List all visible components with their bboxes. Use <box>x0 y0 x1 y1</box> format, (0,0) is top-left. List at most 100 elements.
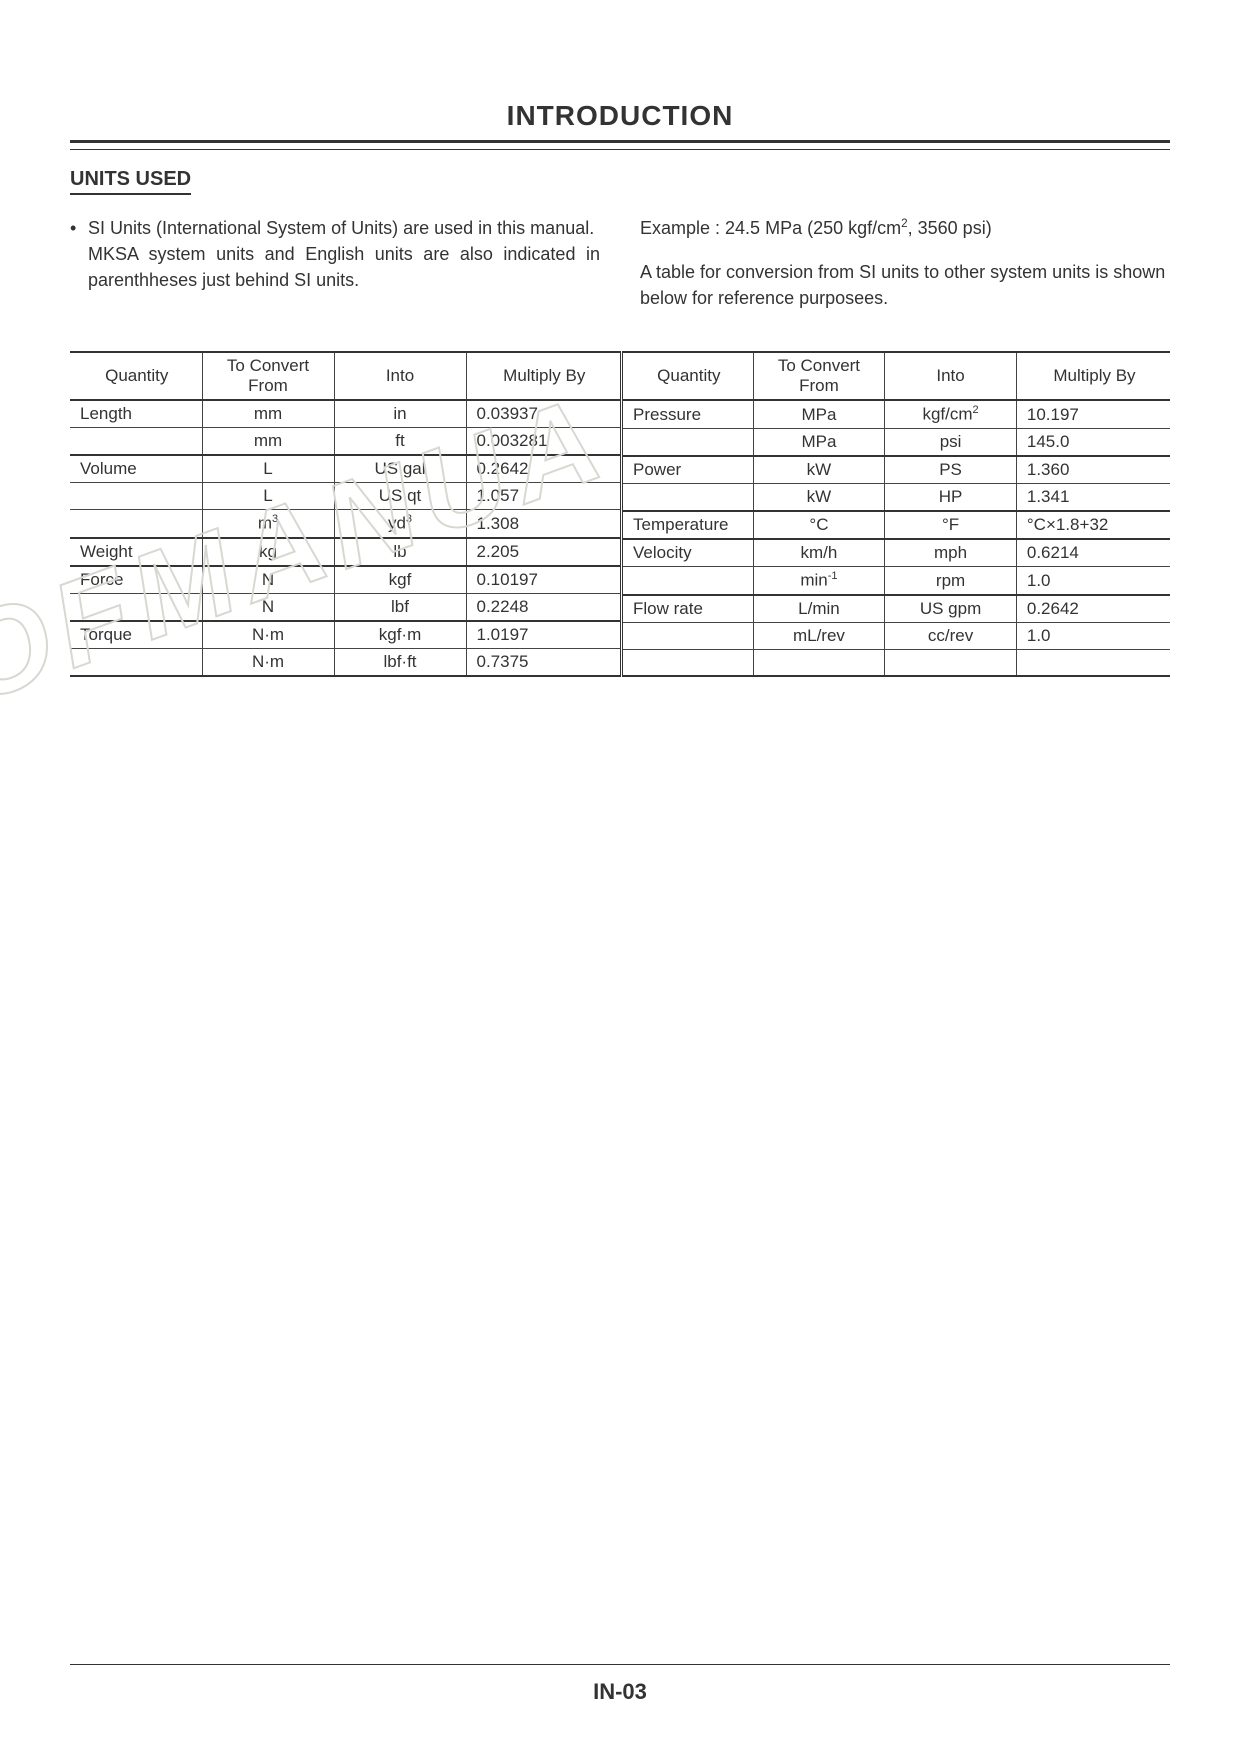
header-quantity: Quantity <box>70 352 202 400</box>
cell-multiply <box>1016 650 1170 676</box>
table-row: N·mlbf·ft0.7375 <box>70 648 620 676</box>
cell-from: L <box>202 455 334 483</box>
cell-from: N·m <box>202 648 334 676</box>
cell-quantity: Power <box>622 456 754 484</box>
cell-quantity: Force <box>70 566 202 594</box>
cell-into: cc/rev <box>885 623 1017 650</box>
cell-into: mph <box>885 539 1017 567</box>
table-row: m3yd31.308 <box>70 510 620 538</box>
cell-multiply: 0.2248 <box>466 593 620 621</box>
cell-multiply: 145.0 <box>1016 429 1170 457</box>
intro-columns: • SI Units (International System of Unit… <box>70 215 1170 311</box>
cell-multiply: 0.003281 <box>466 428 620 456</box>
cell-multiply: °C×1.8+32 <box>1016 511 1170 539</box>
cell-quantity <box>622 623 754 650</box>
cell-into: PS <box>885 456 1017 484</box>
cell-multiply: 1.057 <box>466 483 620 510</box>
cell-multiply: 10.197 <box>1016 400 1170 428</box>
intro-right-p2: A table for conversion from SI units to … <box>640 259 1170 311</box>
cell-quantity <box>622 567 754 595</box>
header-quantity: Quantity <box>622 352 754 400</box>
table-row: min-1rpm1.0 <box>622 567 1171 595</box>
cell-from: MPa <box>753 429 885 457</box>
cell-from: mm <box>202 428 334 456</box>
cell-into: kgf/cm2 <box>885 400 1017 428</box>
table-row <box>622 650 1171 676</box>
page-footer: IN-03 <box>70 1664 1170 1705</box>
cell-multiply: 1.308 <box>466 510 620 538</box>
cell-multiply: 0.6214 <box>1016 539 1170 567</box>
cell-into: lb <box>334 538 466 566</box>
header-from: To Convert From <box>753 352 885 400</box>
cell-quantity <box>70 593 202 621</box>
cell-multiply: 0.7375 <box>466 648 620 676</box>
cell-multiply: 1.360 <box>1016 456 1170 484</box>
table-row: PowerkWPS1.360 <box>622 456 1171 484</box>
cell-quantity <box>622 650 754 676</box>
cell-into <box>885 650 1017 676</box>
table-row: mmft0.003281 <box>70 428 620 456</box>
header-into: Into <box>334 352 466 400</box>
table-row: PressureMPakgf/cm210.197 <box>622 400 1171 428</box>
intro-right-column: Example : 24.5 MPa (250 kgf/cm2, 3560 ps… <box>640 215 1170 311</box>
cell-multiply: 0.03937 <box>466 400 620 428</box>
cell-quantity: Volume <box>70 455 202 483</box>
intro-p1: SI Units (International System of Units)… <box>88 215 600 241</box>
cell-multiply: 1.0 <box>1016 623 1170 650</box>
cell-from: MPa <box>753 400 885 428</box>
cell-from: kW <box>753 484 885 512</box>
table-row: Velocitykm/hmph0.6214 <box>622 539 1171 567</box>
section-heading: UNITS USED <box>70 168 191 195</box>
cell-into: lbf·ft <box>334 648 466 676</box>
cell-quantity: Length <box>70 400 202 428</box>
cell-quantity <box>622 429 754 457</box>
page-number: IN-03 <box>70 1679 1170 1705</box>
cell-quantity: Temperature <box>622 511 754 539</box>
table-row: LUS qt1.057 <box>70 483 620 510</box>
table-row: Nlbf0.2248 <box>70 593 620 621</box>
example-prefix: Example : 24.5 MPa (250 kgf/cm <box>640 218 901 238</box>
table-header-row: Quantity To Convert From Into Multiply B… <box>70 352 620 400</box>
table-row: Lengthmmin0.03937 <box>70 400 620 428</box>
cell-quantity <box>70 428 202 456</box>
cell-multiply: 1.0197 <box>466 621 620 649</box>
cell-multiply: 0.2642 <box>1016 595 1170 623</box>
cell-into: US qt <box>334 483 466 510</box>
title-underline <box>70 149 1170 150</box>
cell-from: L/min <box>753 595 885 623</box>
cell-from: mm <box>202 400 334 428</box>
table-header-row: Quantity To Convert From Into Multiply B… <box>622 352 1171 400</box>
cell-into: kgf <box>334 566 466 594</box>
table-row: kWHP1.341 <box>622 484 1171 512</box>
cell-multiply: 1.0 <box>1016 567 1170 595</box>
cell-multiply: 0.10197 <box>466 566 620 594</box>
cell-from: N·m <box>202 621 334 649</box>
conversion-table-right: Quantity To Convert From Into Multiply B… <box>620 351 1170 677</box>
cell-quantity <box>70 483 202 510</box>
conversion-table-left: Quantity To Convert From Into Multiply B… <box>70 351 620 677</box>
footer-rule <box>70 1664 1170 1665</box>
cell-multiply: 1.341 <box>1016 484 1170 512</box>
cell-from: kg <box>202 538 334 566</box>
cell-into: psi <box>885 429 1017 457</box>
cell-quantity: Torque <box>70 621 202 649</box>
header-from: To Convert From <box>202 352 334 400</box>
cell-into: US gpm <box>885 595 1017 623</box>
cell-into: kgf·m <box>334 621 466 649</box>
cell-quantity: Pressure <box>622 400 754 428</box>
cell-from: N <box>202 566 334 594</box>
cell-from: m3 <box>202 510 334 538</box>
cell-from: L <box>202 483 334 510</box>
cell-into: in <box>334 400 466 428</box>
cell-from <box>753 650 885 676</box>
cell-into: rpm <box>885 567 1017 595</box>
cell-quantity <box>70 510 202 538</box>
cell-from: min-1 <box>753 567 885 595</box>
cell-from: km/h <box>753 539 885 567</box>
header-multiply: Multiply By <box>1016 352 1170 400</box>
page-title: INTRODUCTION <box>70 100 1170 143</box>
conversion-table: Quantity To Convert From Into Multiply B… <box>70 351 1170 677</box>
cell-multiply: 2.205 <box>466 538 620 566</box>
header-multiply: Multiply By <box>466 352 620 400</box>
cell-from: mL/rev <box>753 623 885 650</box>
